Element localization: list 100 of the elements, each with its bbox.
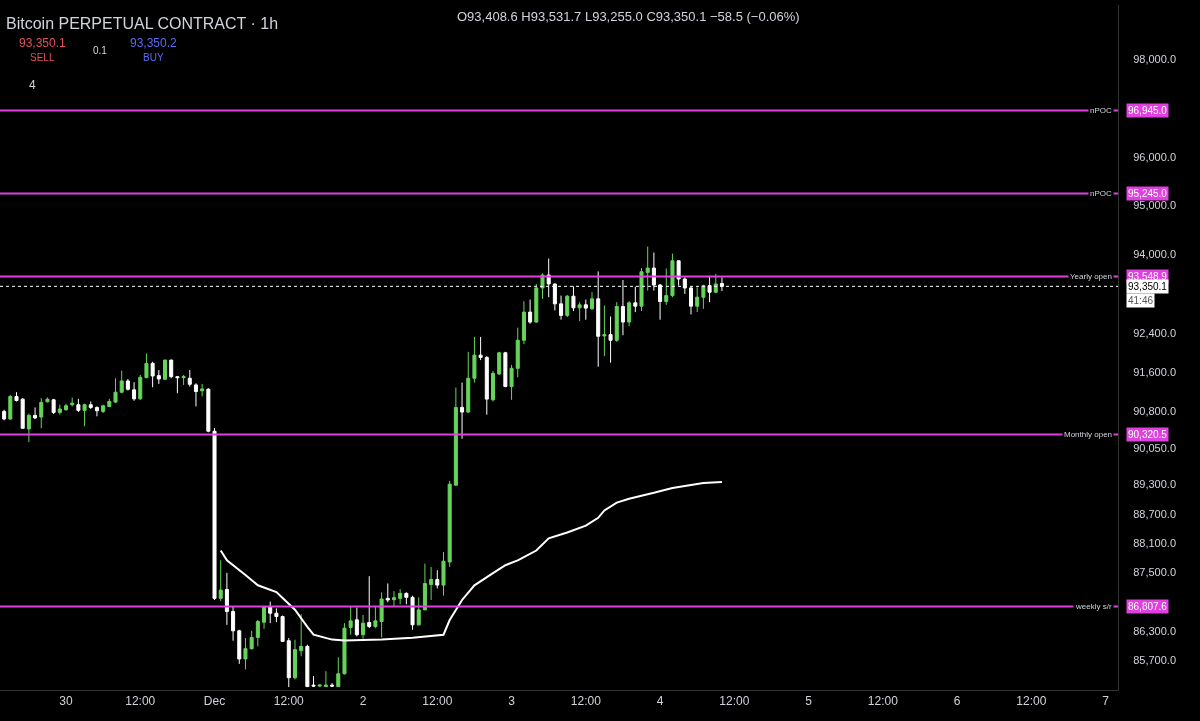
candlestick [45, 397, 50, 403]
annotation: BUY [143, 52, 164, 63]
candlestick [614, 301, 619, 343]
candlestick [336, 656, 341, 688]
candlestick [317, 683, 322, 688]
candlestick [509, 364, 514, 401]
x-tick-label: Dec [203, 694, 226, 709]
candlestick [262, 605, 267, 630]
y-tick-label: 88,700.0 [1133, 507, 1177, 520]
candlestick [156, 369, 161, 385]
candlestick [125, 378, 130, 392]
candlestick [534, 283, 539, 324]
candlestick [175, 375, 180, 394]
candlestick [367, 575, 372, 629]
x-tick-label: 12:00 [125, 694, 156, 709]
candlestick [255, 619, 260, 647]
x-tick-label: 2 [359, 694, 367, 709]
candlestick [385, 582, 390, 603]
candlestick [565, 294, 570, 318]
x-tick-label: 4 [656, 694, 664, 709]
candlestick [472, 336, 477, 384]
candlestick [63, 403, 69, 412]
candlestick [82, 403, 87, 427]
candlestick [342, 622, 347, 675]
text: 95,245.0 [1128, 188, 1168, 199]
x-tick-label: 7 [1102, 694, 1110, 709]
y-tick-label: 98,000.0 [1133, 52, 1177, 65]
candlestick [528, 299, 533, 325]
candlestick [639, 267, 644, 312]
candlestick [460, 382, 465, 440]
text: Bitcoin PERPETUAL CONTRACT · 1h [6, 15, 279, 33]
candlestick [429, 566, 434, 601]
candlestick [645, 246, 650, 292]
candlestick [113, 377, 118, 404]
candlestick [132, 381, 137, 402]
candlestick [218, 559, 223, 602]
candlestick [441, 551, 446, 597]
candlestick [2, 409, 7, 421]
x-tick-label: 12:00 [570, 694, 602, 709]
y-tick-label: 92,400.0 [1133, 326, 1177, 339]
candlestick [497, 351, 502, 376]
x-tick-label: 12:00 [422, 694, 453, 709]
y-tick-label: 90,050.0 [1133, 441, 1177, 454]
candlestick [348, 606, 353, 636]
text: 41:46 [1128, 295, 1154, 306]
text: 93,350.1 [1128, 281, 1168, 292]
candlestick [138, 374, 143, 401]
candlestick [299, 613, 304, 657]
candlestick [57, 404, 62, 416]
annotation: 93,350.2 [130, 36, 178, 50]
candlestick [224, 572, 229, 626]
ref-line-label: Yearly open [1070, 272, 1112, 281]
x-tick-label: 12:00 [719, 694, 750, 709]
candlestick [51, 398, 56, 415]
candlestick [88, 400, 93, 410]
candlestick [107, 398, 112, 408]
candlestick [187, 369, 192, 388]
candlestick [503, 351, 508, 388]
candlestick [94, 406, 99, 417]
candlestick [447, 480, 452, 568]
candlestick [701, 284, 706, 310]
annotation: 93,350.1 [19, 36, 67, 50]
text: 90,320.5 [1128, 429, 1168, 440]
candlestick [163, 358, 168, 381]
candlestick [521, 300, 526, 345]
candlestick [76, 398, 81, 413]
candlestick [670, 253, 675, 298]
candlestick [361, 614, 366, 640]
candlestick [323, 670, 328, 688]
candlestick [713, 273, 718, 294]
text: 96,945.0 [1128, 105, 1168, 116]
candlestick [422, 563, 427, 611]
text: 93,548.9 [1128, 271, 1168, 282]
candlestick [231, 606, 236, 642]
candlestick [589, 291, 595, 311]
annotation: O93,408.6 H93,531.7 L93,255.0 C93,350.1 −58.5 (−0.06%) [457, 9, 800, 24]
candlestick [490, 370, 496, 402]
candlestick [8, 394, 13, 421]
y-tick-label: 85,700.0 [1133, 654, 1177, 667]
ref-line-label: Monthly open [1064, 430, 1113, 439]
candlestick [169, 358, 174, 379]
annotation: SELL [30, 52, 55, 63]
candlestick [398, 588, 403, 605]
candlestick [39, 397, 44, 429]
candlestick [330, 682, 335, 688]
candlestick [193, 382, 198, 407]
annotation: 4 [29, 78, 36, 92]
candlestick [435, 569, 440, 589]
x-tick-label: 30 [59, 694, 73, 709]
candlestick [286, 637, 291, 688]
candlestick [26, 413, 31, 443]
y-tick-label: 96,000.0 [1133, 150, 1177, 163]
y-tick-label: 90,800.0 [1133, 404, 1177, 417]
candlestick [633, 286, 638, 313]
candlestick [695, 286, 700, 313]
candlestick [559, 295, 564, 321]
candlestick [515, 327, 520, 378]
annotation: 0.1 [93, 45, 108, 56]
candlestick [268, 601, 273, 624]
candlestick [583, 299, 588, 321]
